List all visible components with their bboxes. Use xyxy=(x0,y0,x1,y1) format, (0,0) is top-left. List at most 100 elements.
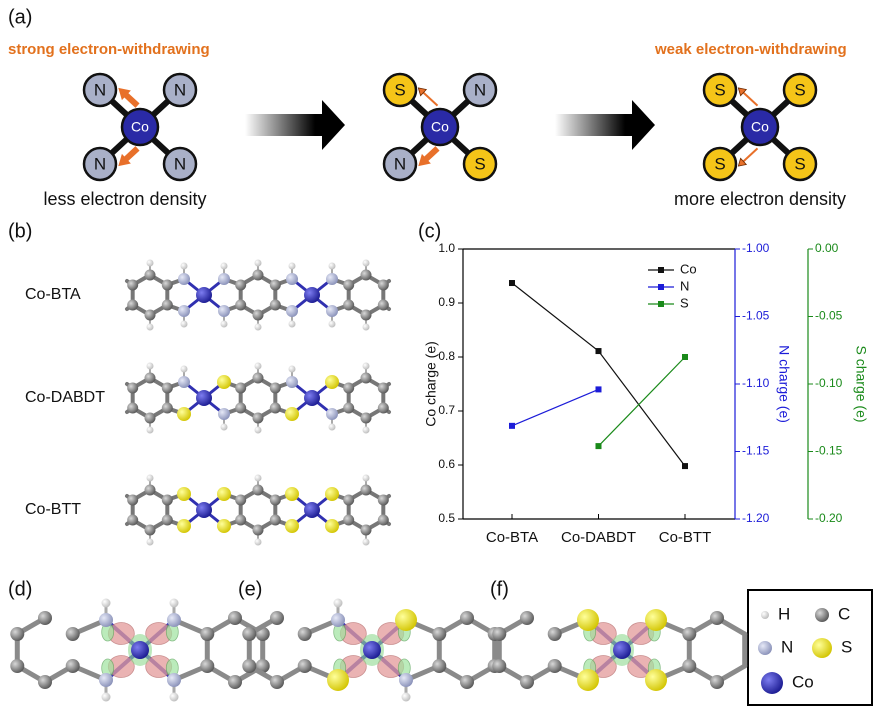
atom xyxy=(161,402,173,414)
atom xyxy=(161,514,173,526)
y2-tick-label: -1.15 xyxy=(742,444,770,458)
atom xyxy=(254,426,262,434)
y3-tick-label: 0.00 xyxy=(815,241,839,255)
structure-label: Co-BTT xyxy=(25,501,81,518)
ligand-label: S xyxy=(794,154,805,173)
atom xyxy=(547,659,562,673)
atom xyxy=(270,675,284,689)
atom xyxy=(362,538,370,546)
atom xyxy=(99,613,113,627)
atom xyxy=(710,675,724,689)
ligand-atom xyxy=(702,72,738,108)
atom xyxy=(38,675,52,689)
atom xyxy=(325,519,339,533)
atom xyxy=(363,641,381,659)
series-line xyxy=(598,356,686,447)
ligand-label: S xyxy=(714,80,725,99)
atom xyxy=(269,382,281,394)
atom xyxy=(127,299,139,311)
atom xyxy=(146,323,154,331)
atom xyxy=(235,279,247,291)
atom xyxy=(235,299,247,311)
atom xyxy=(167,613,181,627)
atom xyxy=(10,627,25,641)
atom xyxy=(196,502,212,518)
atom xyxy=(577,609,599,631)
atom xyxy=(65,659,80,673)
atom xyxy=(343,402,355,414)
caption: strong electron-withdrawing xyxy=(8,41,210,58)
atom xyxy=(146,426,154,434)
atom xyxy=(710,611,724,625)
atom xyxy=(252,524,264,536)
ligand-label: N xyxy=(174,154,186,173)
atom xyxy=(220,262,228,270)
atom xyxy=(196,287,212,303)
atom xyxy=(331,613,345,627)
atom xyxy=(235,382,247,394)
atom xyxy=(460,611,474,625)
atom xyxy=(161,299,173,311)
legend-marker xyxy=(658,267,664,273)
atom xyxy=(432,627,447,641)
y-tick-label: 1.0 xyxy=(438,241,455,255)
y2-axis-title: N charge (e) xyxy=(776,345,792,423)
atom xyxy=(218,305,230,317)
atom xyxy=(101,692,111,702)
atom xyxy=(399,673,413,687)
atom xyxy=(761,672,783,694)
atom xyxy=(269,299,281,311)
legend-atom-label: N xyxy=(781,637,793,656)
y-tick-label: 0.8 xyxy=(438,349,455,363)
atom xyxy=(252,484,264,496)
atom xyxy=(101,598,111,608)
atom xyxy=(326,408,338,420)
atom xyxy=(217,375,231,389)
ligand-atom xyxy=(462,72,498,108)
atom xyxy=(432,659,447,673)
ligand-atom xyxy=(162,72,198,108)
atom xyxy=(360,309,372,321)
arrow-head xyxy=(417,87,428,97)
atom xyxy=(547,627,562,641)
atom xyxy=(200,627,215,641)
atom xyxy=(285,407,299,421)
atom xyxy=(325,487,339,501)
ligand-atom xyxy=(382,146,418,182)
ligand-label: N xyxy=(94,80,106,99)
atom xyxy=(178,305,190,317)
atom xyxy=(377,279,389,291)
atom xyxy=(127,279,139,291)
atom xyxy=(220,320,228,328)
x-tick-label: Co-BTA xyxy=(486,529,538,546)
atom xyxy=(252,269,264,281)
atom xyxy=(144,484,156,496)
atom xyxy=(286,273,298,285)
y-tick-label: 0.9 xyxy=(438,295,455,309)
marker xyxy=(595,348,602,355)
atom xyxy=(343,299,355,311)
y2-tick-label: -1.20 xyxy=(742,511,770,525)
legend-atom-label: H xyxy=(778,604,790,623)
atom xyxy=(328,320,336,328)
atom xyxy=(362,323,370,331)
atom xyxy=(131,641,149,659)
atom xyxy=(377,402,389,414)
y-axis-title: Co charge (e) xyxy=(423,341,439,427)
atom xyxy=(325,375,339,389)
panel-label: (b) xyxy=(8,220,32,242)
atom xyxy=(161,279,173,291)
atom xyxy=(180,320,188,328)
ligand-label: S xyxy=(394,80,405,99)
atom xyxy=(235,402,247,414)
atom xyxy=(682,659,697,673)
atom xyxy=(362,426,370,434)
atom xyxy=(217,487,231,501)
atom xyxy=(228,611,242,625)
arrow xyxy=(740,147,759,165)
ligand-atom xyxy=(702,146,738,182)
atom xyxy=(377,382,389,394)
ligand-label: N xyxy=(94,154,106,173)
panel-label: (d) xyxy=(8,578,32,600)
metal-atom xyxy=(120,107,160,147)
